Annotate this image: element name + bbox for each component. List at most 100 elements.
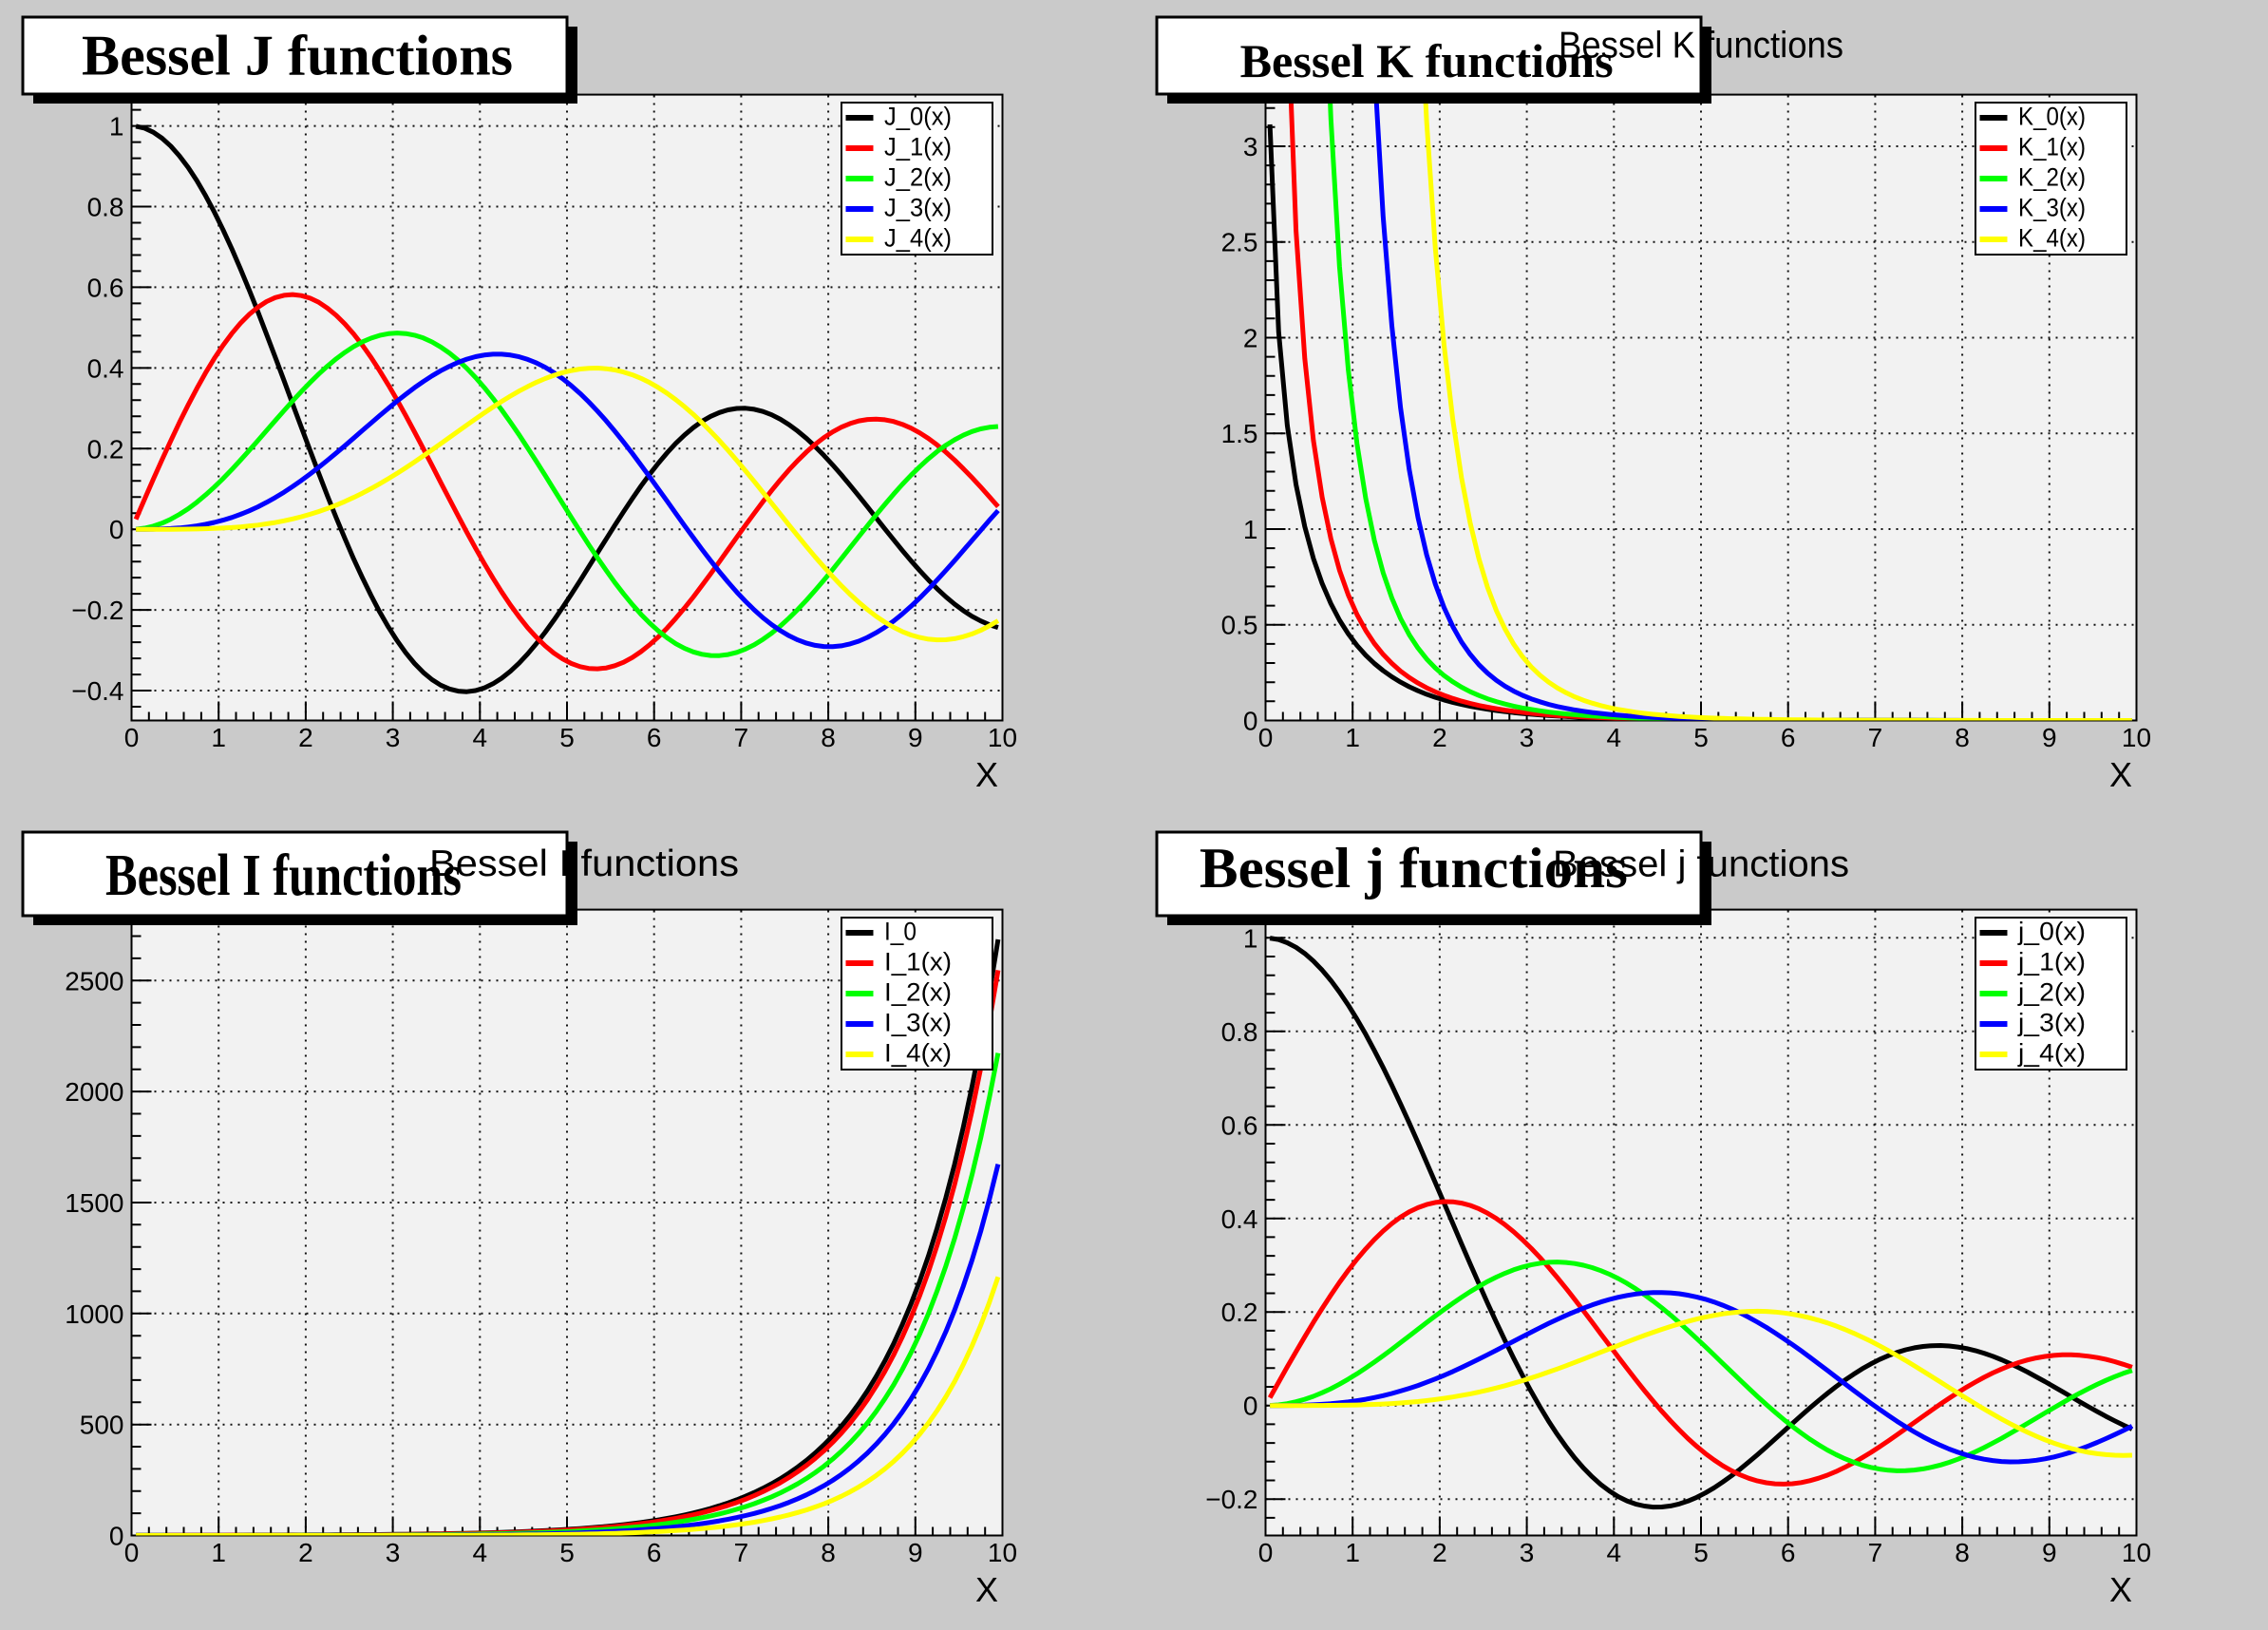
svg-text:Bessel K functions: Bessel K functions <box>1240 34 1614 87</box>
svg-text:7: 7 <box>734 1538 749 1567</box>
svg-text:10: 10 <box>988 723 1017 752</box>
svg-text:0: 0 <box>109 1522 124 1551</box>
svg-text:X: X <box>975 1570 998 1609</box>
svg-text:7: 7 <box>1868 723 1883 752</box>
svg-text:2: 2 <box>298 1538 313 1567</box>
svg-text:3: 3 <box>386 1538 401 1567</box>
svg-text:5: 5 <box>559 1538 575 1567</box>
svg-text:3: 3 <box>386 723 401 752</box>
svg-text:j_3(x): j_3(x) <box>2017 1009 2086 1037</box>
svg-text:500: 500 <box>80 1411 124 1440</box>
svg-text:1: 1 <box>211 723 226 752</box>
svg-text:−0.2: −0.2 <box>71 596 123 625</box>
svg-text:2: 2 <box>1243 324 1258 353</box>
svg-text:0.8: 0.8 <box>1221 1017 1258 1047</box>
svg-text:3: 3 <box>1520 1538 1535 1567</box>
svg-text:6: 6 <box>1781 1538 1796 1567</box>
svg-text:2: 2 <box>298 723 313 752</box>
svg-text:1: 1 <box>109 112 124 142</box>
svg-text:−0.2: −0.2 <box>1205 1485 1257 1514</box>
svg-text:6: 6 <box>1781 723 1796 752</box>
svg-text:9: 9 <box>908 1538 923 1567</box>
svg-text:2500: 2500 <box>65 966 123 995</box>
svg-text:5: 5 <box>1693 1538 1709 1567</box>
svg-text:J_2(x): J_2(x) <box>884 163 952 192</box>
svg-text:4: 4 <box>1607 1538 1622 1567</box>
svg-text:j_0(x): j_0(x) <box>2017 918 2086 946</box>
svg-text:Bessel I functions: Bessel I functions <box>429 843 739 884</box>
svg-text:Bessel I functions: Bessel I functions <box>105 843 462 908</box>
svg-text:1: 1 <box>1345 1538 1360 1567</box>
svg-text:0.2: 0.2 <box>87 434 124 464</box>
svg-text:6: 6 <box>647 723 662 752</box>
svg-text:1: 1 <box>1243 923 1258 953</box>
svg-text:1: 1 <box>1243 515 1258 544</box>
svg-text:j_1(x): j_1(x) <box>2017 948 2086 976</box>
svg-text:3: 3 <box>1243 132 1258 161</box>
svg-text:0.8: 0.8 <box>87 193 124 222</box>
svg-text:0: 0 <box>124 1538 140 1567</box>
svg-text:0: 0 <box>124 723 140 752</box>
svg-text:5: 5 <box>559 723 575 752</box>
svg-text:I_2(x): I_2(x) <box>884 978 952 1007</box>
svg-text:I_3(x): I_3(x) <box>884 1009 952 1037</box>
svg-text:j_4(x): j_4(x) <box>2017 1039 2086 1068</box>
svg-text:9: 9 <box>2042 1538 2057 1567</box>
svg-text:9: 9 <box>2042 723 2057 752</box>
svg-text:K_3(x): K_3(x) <box>2018 194 2086 222</box>
svg-text:J_0(x): J_0(x) <box>884 103 952 131</box>
svg-text:J_1(x): J_1(x) <box>884 133 952 161</box>
svg-text:8: 8 <box>1955 723 1970 752</box>
svg-text:j_2(x): j_2(x) <box>2017 978 2086 1007</box>
svg-text:1000: 1000 <box>65 1299 123 1329</box>
svg-text:K_2(x): K_2(x) <box>2018 163 2086 192</box>
svg-text:I_0: I_0 <box>884 918 917 946</box>
svg-text:1500: 1500 <box>65 1188 123 1218</box>
svg-text:K_4(x): K_4(x) <box>2018 224 2086 253</box>
svg-text:9: 9 <box>908 723 923 752</box>
svg-text:−0.4: −0.4 <box>71 676 123 706</box>
svg-text:5: 5 <box>1693 723 1709 752</box>
svg-text:3: 3 <box>1520 723 1535 752</box>
svg-text:0.4: 0.4 <box>87 353 124 383</box>
svg-text:0.6: 0.6 <box>1221 1110 1258 1140</box>
svg-text:2000: 2000 <box>65 1077 123 1107</box>
svg-text:Bessel J functions: Bessel J functions <box>82 25 513 87</box>
svg-text:0.5: 0.5 <box>1221 611 1258 640</box>
svg-text:1: 1 <box>211 1538 226 1567</box>
svg-text:Bessel j functions: Bessel j functions <box>1553 844 1849 885</box>
svg-text:Bessel K functions: Bessel K functions <box>1559 26 1843 66</box>
svg-text:4: 4 <box>473 723 488 752</box>
svg-text:K_1(x): K_1(x) <box>2018 133 2086 161</box>
svg-text:1.5: 1.5 <box>1221 419 1258 448</box>
svg-text:2: 2 <box>1432 1538 1447 1567</box>
svg-text:0: 0 <box>1258 1538 1274 1567</box>
svg-text:7: 7 <box>1868 1538 1883 1567</box>
svg-text:0: 0 <box>1243 707 1258 736</box>
svg-text:0: 0 <box>1243 1392 1258 1421</box>
svg-text:I_1(x): I_1(x) <box>884 948 952 976</box>
svg-text:J_3(x): J_3(x) <box>884 194 952 222</box>
svg-text:Bessel j functions: Bessel j functions <box>1200 837 1628 900</box>
svg-text:6: 6 <box>647 1538 662 1567</box>
svg-text:7: 7 <box>734 723 749 752</box>
svg-text:10: 10 <box>988 1538 1017 1567</box>
svg-text:4: 4 <box>1607 723 1622 752</box>
svg-text:10: 10 <box>2122 723 2151 752</box>
svg-text:8: 8 <box>1955 1538 1970 1567</box>
svg-text:X: X <box>975 755 998 794</box>
svg-text:8: 8 <box>821 1538 836 1567</box>
svg-text:8: 8 <box>821 723 836 752</box>
svg-text:X: X <box>2109 755 2132 794</box>
svg-text:2: 2 <box>1432 723 1447 752</box>
svg-text:X: X <box>2109 1570 2132 1609</box>
svg-text:1: 1 <box>1345 723 1360 752</box>
svg-text:2.5: 2.5 <box>1221 228 1258 257</box>
svg-text:J_4(x): J_4(x) <box>884 224 952 253</box>
svg-text:4: 4 <box>473 1538 488 1567</box>
svg-text:K_0(x): K_0(x) <box>2018 103 2086 131</box>
svg-text:0: 0 <box>109 515 124 544</box>
svg-text:0.2: 0.2 <box>1221 1298 1258 1327</box>
svg-text:0.4: 0.4 <box>1221 1204 1258 1234</box>
svg-text:0: 0 <box>1258 723 1274 752</box>
